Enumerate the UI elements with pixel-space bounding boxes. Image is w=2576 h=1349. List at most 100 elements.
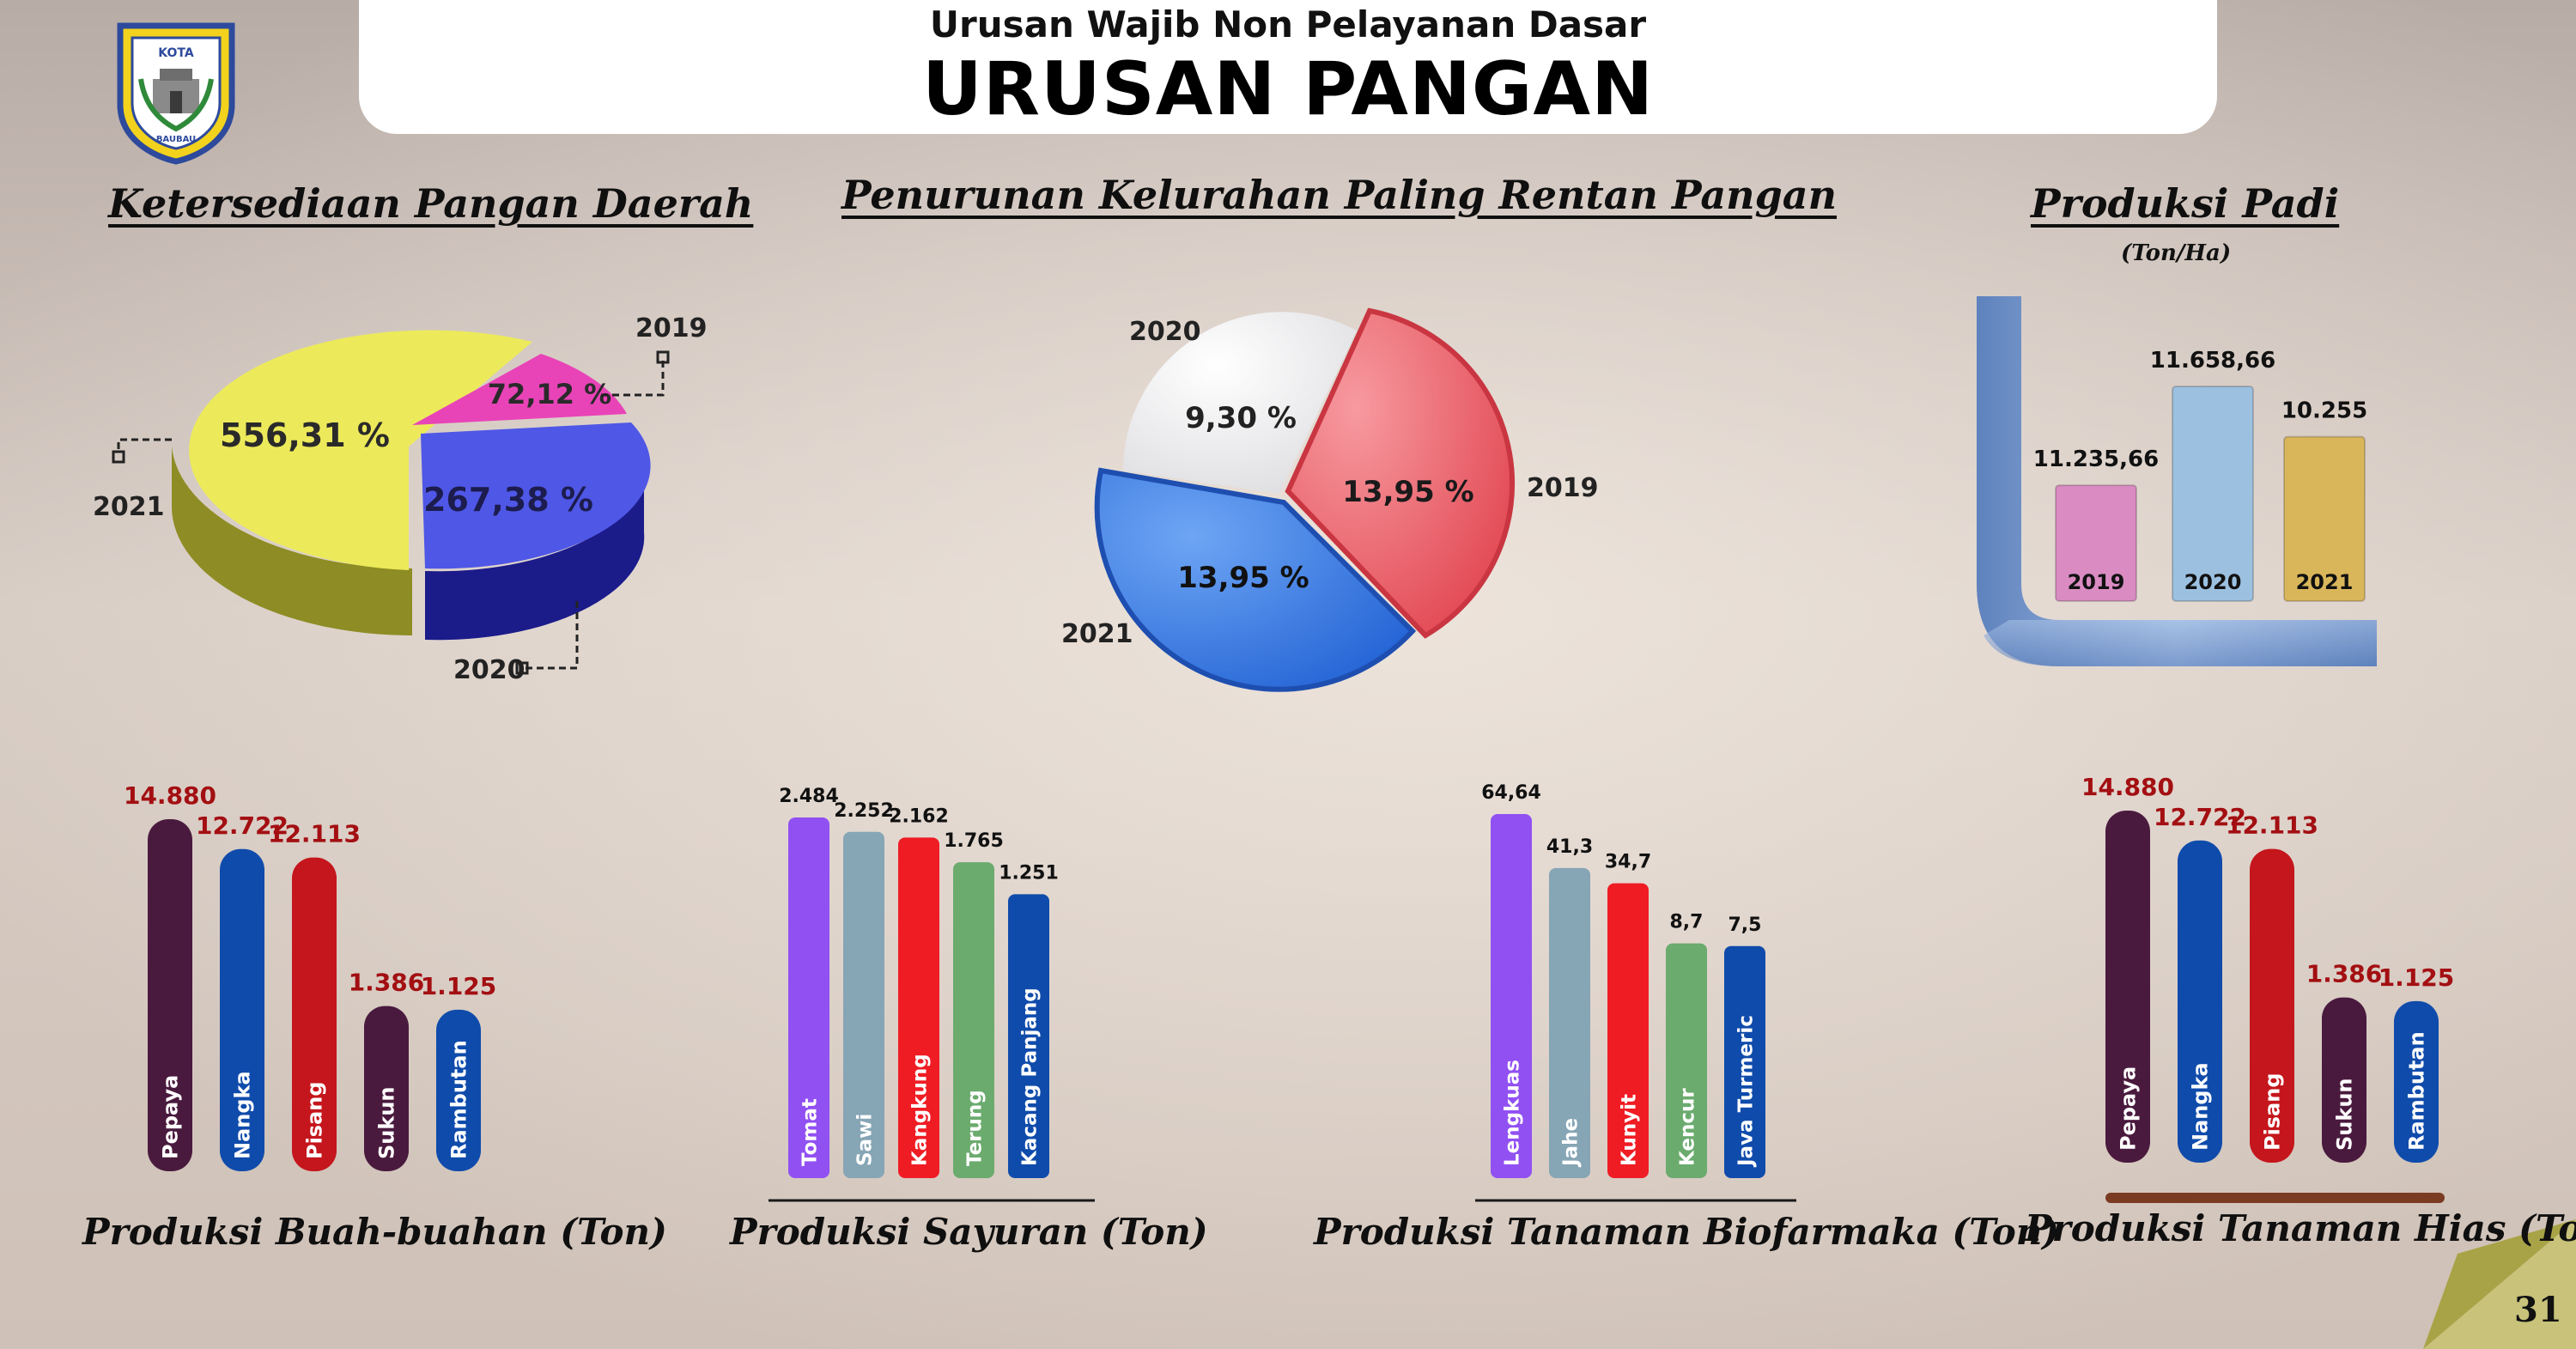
bar-value-label: 12.113 [2226,811,2318,840]
pie1-year-2019: 2019 [635,313,708,343]
pie1-slice-2021-side [172,447,412,635]
bar-category-label: Sukun [375,1086,399,1159]
penurunan-title: Penurunan Kelurahan Paling Rentan Pangan [841,172,1838,218]
sayuran-bar-sawi [843,831,884,1178]
sayuran-bar-kangkung [898,837,939,1178]
hias-bar-sukun [2322,997,2366,1163]
pie1-year-2020: 2020 [453,655,526,685]
page-number: 31 [2514,1290,2562,1330]
bar-value-label: 12.722 [196,811,289,840]
biofarmaka-bar-kencur [1666,943,1707,1178]
bar-category-label: Terung [963,1090,986,1166]
bar-category-label: Tomat [799,1098,821,1166]
bar-category-label: Rambutan [447,1040,471,1159]
bar-value-label: 12.722 [2154,803,2246,831]
pie2-label-2020: 9,30 % [1185,401,1297,435]
padi-bar-2019 [2055,484,2137,602]
bar-value-label: 2.162 [889,805,949,827]
hias-title: Produksi Tanaman Hias (Ton) [2025,1207,2576,1249]
bar-category-label: Rambutan [2405,1031,2429,1151]
bar-category-label: Java Turmeric [1735,1015,1757,1168]
pie2-year-2019: 2019 [1527,473,1599,503]
bar-category-label: Pepaya [2117,1066,2141,1151]
padi-value-label: 11.235,66 [2033,447,2159,472]
buah-title: Produksi Buah-buahan (Ton) [82,1211,667,1253]
bar-value-label: 1.386 [349,969,425,997]
bar-value-label: 7,5 [1728,915,1762,936]
bar-category-label: Pisang [2261,1073,2285,1151]
bar-category-label: Kencur [1676,1088,1698,1166]
padi-value-label: 11.658,66 [2150,348,2275,374]
bar-category-label: Nangka [231,1071,255,1159]
hias-bar-pisang [2250,848,2294,1163]
bar-value-label: 1.125 [421,972,497,1000]
pie1-year-2021: 2021 [93,492,165,522]
sayuran-bar-kacang-panjang [1008,894,1049,1178]
sayuran-bar-tomat [788,817,829,1178]
pie2-slice-2021 [1094,467,1417,692]
biofarmaka-bar-lengkuas [1491,814,1532,1178]
buah-bar-nangka [220,848,264,1171]
bar-category-label: Kangkung [908,1054,931,1166]
pie2-year-2021: 2021 [1061,619,1133,649]
bar-value-label: 12.113 [268,820,361,848]
biofarmaka-bar-jahe [1549,867,1590,1178]
biofarmaka-bar-java-turmeric [1724,945,1765,1178]
buah-bar-pepaya [148,819,192,1171]
pie1-label-2020: 267,38 % [423,481,593,519]
pie2-slice-2020 [1123,312,1357,494]
city-logo-icon: KOTA BAUBAU [117,22,235,165]
pie1-label-2019: 72,12 % [488,378,611,410]
bar-category-label: Kunyit [1618,1094,1640,1166]
bar-category-label: Sawi [854,1114,876,1166]
bar-category-label: Kacang Panjang [1018,987,1041,1166]
bar-value-label: 14.880 [2081,773,2174,801]
buah-bar-rambutan [436,1009,481,1171]
biofarmaka-bar-kunyit [1607,883,1649,1178]
bar-category-label: Pepaya [159,1075,183,1159]
pie1-slice-2019 [412,354,627,425]
padi-category-label: 2021 [2296,570,2354,594]
bar-category-label: Sukun [2333,1078,2357,1151]
sayuran-bar-terung [953,862,994,1178]
bar-value-label: 34,7 [1605,852,1651,873]
header-subtitle: Urusan Wajib Non Pelayanan Dasar [929,3,1647,46]
padi-bar-2020 [2172,386,2254,602]
bar-value-label: 2.252 [834,800,894,822]
sayuran-title: Produksi Sayuran (Ton) [730,1211,1208,1253]
bar-value-label: 1.386 [2306,960,2383,988]
padi-title: Produksi Padi [2031,180,2340,227]
padi-bar-2021 [2283,435,2366,603]
padi-category-label: 2020 [2184,570,2242,594]
pie1-slice-2021 [189,330,532,570]
bar-value-label: 64,64 [1481,782,1541,804]
hias-bar-rambutan [2394,1000,2439,1163]
pie2-label-2021: 13,95 % [1177,561,1309,595]
bar-category-label: Pisang [303,1081,327,1159]
pie1-slice-2020-side [425,464,645,641]
bar-value-label: 2.484 [779,786,839,807]
svg-text:BAUBAU: BAUBAU [156,135,196,144]
hias-bar-nangka [2178,840,2222,1163]
buah-bar-sukun [364,1006,409,1171]
padi-unit: (Ton/Ha) [2121,240,2232,266]
biofarmaka-title: Produksi Tanaman Biofarmaka (Ton) [1314,1211,2060,1253]
padi-category-label: 2019 [2068,570,2125,594]
pie1-slice-2020 [421,422,651,569]
bar-value-label: 1.125 [2379,963,2455,992]
bar-value-label: 8,7 [1670,912,1704,933]
pie2-slice-2019 [1285,307,1516,639]
bar-category-label: Jahe [1559,1118,1582,1168]
bar-category-label: Lengkuas [1501,1060,1523,1166]
page-title: URUSAN PANGAN [921,46,1655,132]
bar-category-label: Nangka [2189,1062,2213,1151]
header-banner [359,0,2217,134]
buah-bar-pisang [292,857,337,1171]
